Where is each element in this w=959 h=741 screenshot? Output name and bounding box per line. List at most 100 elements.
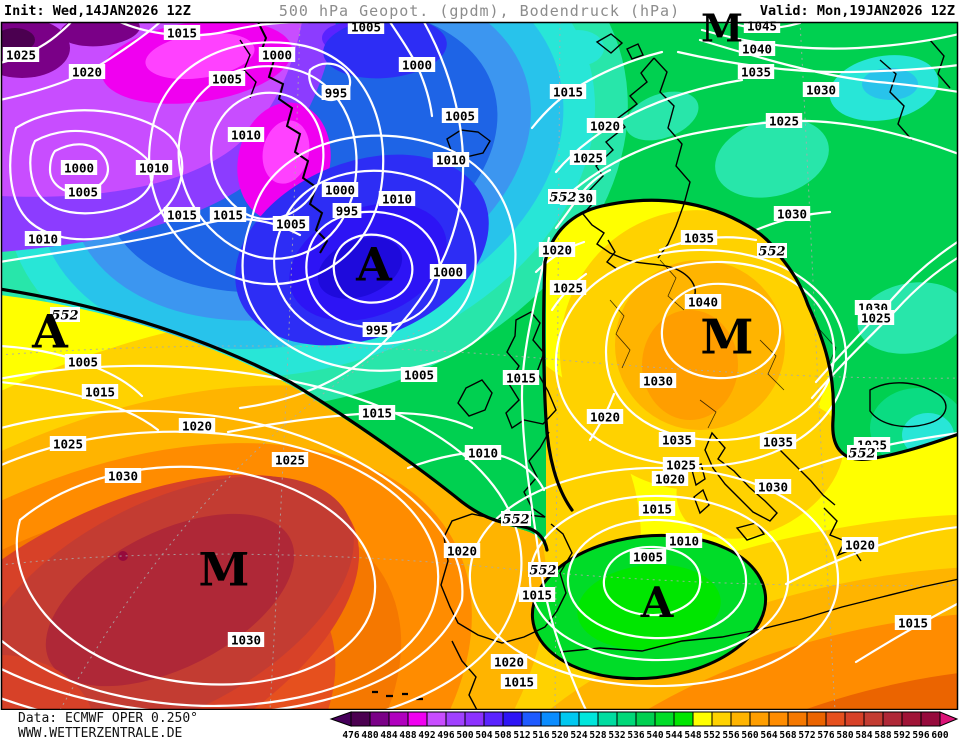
isobar-label: 1000 — [325, 183, 355, 198]
colorbar-tick: 588 — [874, 730, 891, 741]
isobar-label-box — [538, 242, 576, 257]
isobar-label-box — [586, 409, 624, 424]
isobar-label: 1000 — [64, 161, 94, 176]
geopotential-labels: 552 552 552 552 552 552 — [50, 189, 877, 579]
isobar-label: 1030 — [758, 480, 788, 495]
colorbar-cell — [749, 711, 770, 727]
colorbar-left-arrow — [329, 711, 352, 727]
colorbar-cell — [654, 711, 675, 727]
isobar-label-box — [209, 207, 247, 222]
isobar-label: 1010 — [436, 153, 466, 168]
isobar-label-box — [490, 654, 528, 669]
colorbar-cell — [502, 711, 523, 727]
isobar-label-box — [332, 203, 362, 218]
isobar-label: 1020 — [655, 472, 685, 487]
isobar-label: 1000 — [433, 265, 463, 280]
pressure-center-symbol: M — [199, 543, 250, 597]
isobar-label-box — [272, 216, 310, 231]
isobar-label-box — [68, 64, 106, 79]
colorbar-cell — [388, 711, 409, 727]
isobar-label-box — [81, 384, 119, 399]
isobar-label: 1020 — [590, 410, 620, 425]
colorbar-cell — [407, 711, 428, 727]
colorbar-cell — [464, 711, 485, 727]
geopotential-label: 552 — [848, 447, 875, 462]
isobar-label: 1035 — [684, 231, 714, 246]
website-label: WWW.WETTERZENTRALE.DE — [18, 726, 183, 741]
pressure-centers: M A A M M A — [31, 6, 753, 627]
geopotential-label-box — [501, 511, 531, 526]
isobar-label: 1020 — [845, 538, 875, 553]
isobar-label: 1005 — [404, 368, 434, 383]
geopotential-label-box — [50, 307, 80, 322]
isobar-label-box — [738, 41, 776, 56]
isobar-label-box — [227, 127, 265, 142]
isobar-label: 1005 — [68, 355, 98, 370]
isobar-label-box — [638, 501, 676, 516]
colorbar-tick: 504 — [475, 730, 492, 741]
isobar-label-box — [104, 468, 142, 483]
isobar-label: 1020 — [447, 544, 477, 559]
colorbar-tick: 540 — [646, 730, 663, 741]
isobar-label-box — [518, 587, 556, 602]
isobar-label-box — [754, 479, 792, 494]
isobar-label: 1030 — [108, 469, 138, 484]
colorbar-tick: 564 — [760, 730, 777, 741]
colorbar-tick: 568 — [779, 730, 796, 741]
colorbar-cell — [673, 711, 694, 727]
isobar-label-box — [163, 25, 201, 40]
isobar-label: 1010 — [468, 446, 498, 461]
colorbar-tick: 532 — [608, 730, 625, 741]
isobar-label-box — [549, 84, 587, 99]
isobar-label-box — [680, 230, 718, 245]
geopotential-label-box — [548, 189, 578, 204]
isobar-label-box — [135, 160, 173, 175]
isobar-label-box — [208, 71, 246, 86]
colorbar-tick: 548 — [684, 730, 701, 741]
isobar-label: 1030 — [231, 633, 261, 648]
isobar-label-box — [443, 543, 481, 558]
map-frame — [0, 21, 959, 711]
colorbar-cell — [521, 711, 542, 727]
colorbar-right-arrow — [939, 711, 959, 727]
isobar-label: 1025 — [573, 151, 603, 166]
isobar-label: 1015 — [213, 208, 243, 223]
colorbar-cell — [369, 711, 390, 727]
colorbar-cell — [844, 711, 865, 727]
colorbar-cell — [901, 711, 922, 727]
colorbar-cell — [825, 711, 846, 727]
isobar-label-box — [60, 160, 98, 175]
isobar-label-box — [362, 322, 392, 337]
isobar-label-box — [2, 47, 40, 62]
isobar-label: 1010 — [139, 161, 169, 176]
isobar-label: 1030 — [643, 374, 673, 389]
colorbar-tick: 528 — [589, 730, 606, 741]
isobar-label-box — [271, 452, 309, 467]
data-source-label: Data: ECMWF OPER 0.250° — [18, 711, 199, 726]
isobar-label: 1000 — [402, 58, 432, 73]
isobar-label-box — [163, 207, 201, 222]
iberia-cold-island — [530, 533, 768, 681]
isobar-label: 1025 — [666, 458, 696, 473]
isobar-label: 1015 — [522, 588, 552, 603]
isobar-label: 1025 — [275, 453, 305, 468]
isobar-label: 1030 — [777, 207, 807, 222]
isobar-label: 1025 — [553, 281, 583, 296]
isobar-label-box — [358, 405, 396, 420]
colorbar-cell — [863, 711, 884, 727]
isobar-label-box — [802, 82, 840, 97]
isobar-label: 1020 — [72, 65, 102, 80]
header-bar: Init: Wed,14JAN2026 12Z 500 hPa Geopot. … — [0, 0, 959, 22]
colorbar-tick: 496 — [437, 730, 454, 741]
geopotential-label: 552 — [758, 245, 785, 260]
isobar-label-box — [502, 370, 540, 385]
pressure-center-symbol: A — [640, 578, 675, 627]
latlon-grid — [2, 23, 957, 709]
isobar-label-box — [569, 150, 607, 165]
isobar-label: 1025 — [861, 311, 891, 326]
isobar-label-box — [321, 85, 351, 100]
isobar-label: 1030 — [806, 83, 836, 98]
isobar-label: 1020 — [494, 655, 524, 670]
cool-patches — [552, 30, 957, 468]
